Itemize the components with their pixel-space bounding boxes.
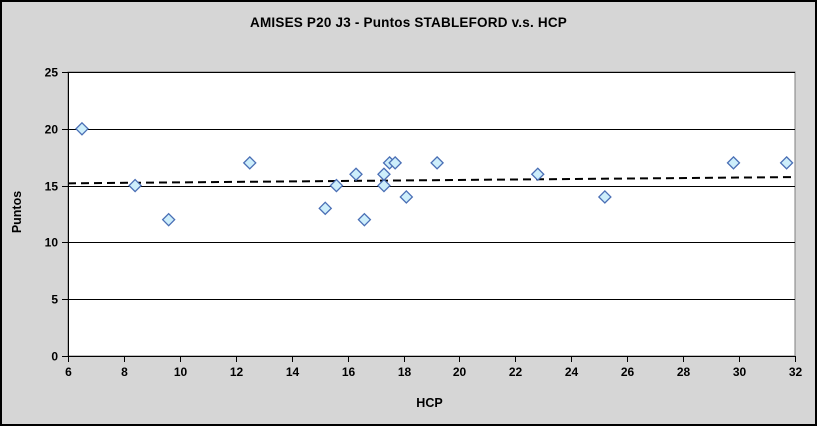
x-tick-label: 24 [565,365,579,379]
data-point-marker [430,155,445,170]
x-tick-label: 12 [230,365,244,379]
y-tick-label: 20 [45,123,59,137]
y-tick-label: 25 [45,66,59,80]
y-tick-label: 10 [45,236,59,250]
x-tick-label: 14 [286,365,300,379]
x-tick-label: 8 [121,365,128,379]
data-point-marker [388,155,403,170]
data-point-marker [318,201,333,216]
y-tick-label: 15 [45,180,59,194]
y-tick-label: 0 [51,350,58,364]
chart-title: AMISES P20 J3 - Puntos STABLEFORD v.s. H… [250,15,567,30]
x-tick-label: 16 [342,365,356,379]
data-point-marker [242,155,257,170]
x-tick-label: 18 [398,365,412,379]
x-tick-label: 30 [733,365,747,379]
data-point-marker [329,178,344,193]
trendline [67,176,796,185]
x-tick-label: 10 [174,365,188,379]
data-point-marker [357,212,372,227]
data-point-marker [377,167,391,182]
data-point-marker [779,155,794,170]
data-point-marker [726,155,741,170]
data-point-marker [377,178,391,193]
x-tick-label: 20 [453,365,467,379]
x-tick-label: 32 [789,365,803,379]
y-tick-label: 5 [51,293,58,307]
plot-area-background [67,71,796,357]
data-point-marker [399,190,414,204]
data-point-marker [161,212,176,227]
data-point-marker [75,121,89,136]
data-point-marker [349,167,363,182]
x-tick-label: 6 [65,365,72,379]
x-axis-title: HCP [416,396,443,410]
x-tick-label: 28 [677,365,691,379]
x-tick-label: 22 [509,365,523,379]
data-point-marker [128,178,143,193]
data-point-marker [597,190,612,204]
data-point-marker [530,167,545,182]
x-tick-label: 26 [621,365,635,379]
